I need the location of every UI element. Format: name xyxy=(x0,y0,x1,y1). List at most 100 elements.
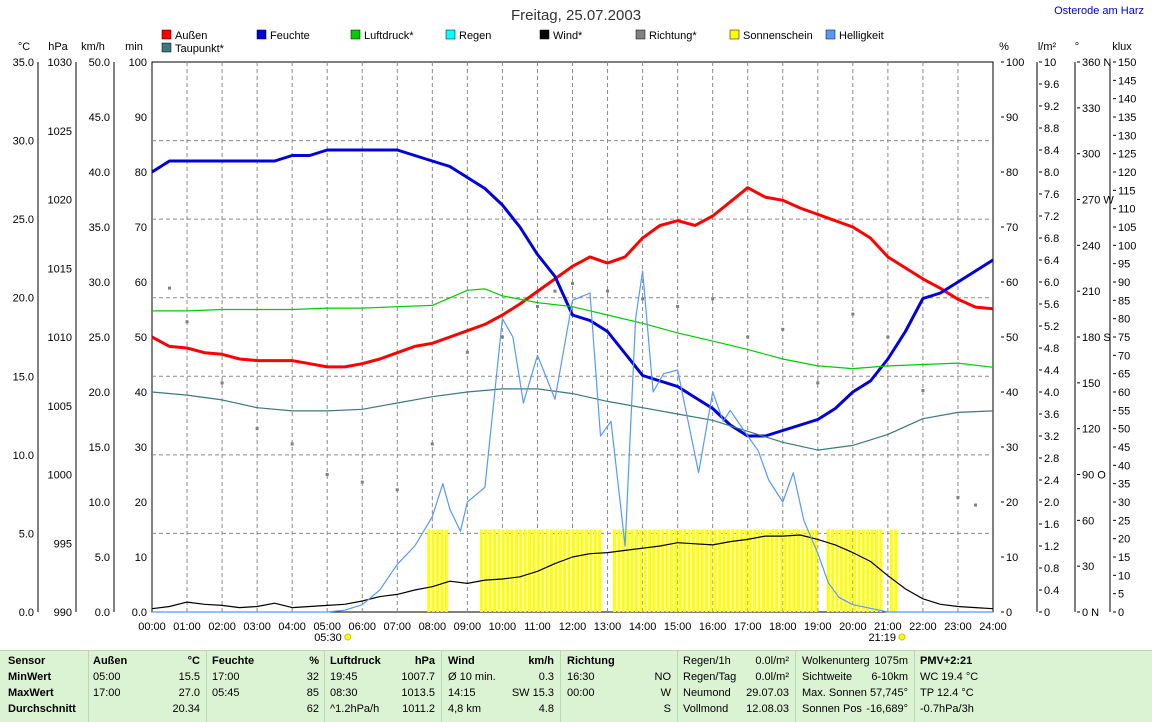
regen-tag-label: Regen/Tag xyxy=(683,671,737,683)
time-tick: 17:00 xyxy=(734,621,762,633)
sun-axis-tick: 100 xyxy=(129,57,147,69)
lux-axis-tick: 120 xyxy=(1118,167,1136,179)
richtung-point xyxy=(956,495,960,499)
sun-axis-tick: 0.0 xyxy=(132,607,147,619)
divider xyxy=(441,651,442,722)
time-tick: 23:00 xyxy=(944,621,972,633)
wind-axis-tick: 45.0 xyxy=(89,112,110,124)
lux-axis-tick: 50 xyxy=(1118,424,1130,436)
time-tick: 14:00 xyxy=(629,621,657,633)
axis-unit-hum: % xyxy=(999,41,1009,53)
legend-label: Luftdruck* xyxy=(364,30,414,42)
wind-axis-tick: 25.0 xyxy=(89,332,110,344)
sunshine-bar xyxy=(753,529,757,612)
sensor-header: Sensor xyxy=(8,655,46,667)
rain-axis-tick: 5.2 xyxy=(1044,321,1059,333)
sunshine-bar xyxy=(493,529,497,612)
time-tick: 18:00 xyxy=(769,621,797,633)
maxwert-label: MaxWert xyxy=(8,687,54,699)
wind-column: Wind km/h Ø 10 min. 0.3 14:15 SW 15.3 4,8 k… xyxy=(448,653,554,717)
rain-axis-tick: 5.6 xyxy=(1044,299,1059,311)
sunshine-bar xyxy=(740,529,744,612)
series-line-taupunkt xyxy=(151,388,994,451)
aussen-max-time: 17:00 xyxy=(93,687,121,699)
dir-axis-tick: 120 xyxy=(1082,424,1100,436)
axis-unit-press: hPa xyxy=(48,41,68,53)
sunshine-bar xyxy=(554,529,558,612)
rain-axis-tick: 8.0 xyxy=(1044,167,1059,179)
time-tick: 08:00 xyxy=(419,621,447,633)
tp-label: TP 12.4 °C xyxy=(920,687,974,699)
lux-axis-tick: 80 xyxy=(1118,314,1130,326)
rain-axis-tick: 4.8 xyxy=(1044,343,1059,355)
sunshine-bar xyxy=(563,529,567,612)
axis-unit-dir: ° xyxy=(1075,41,1079,53)
sunshine-bar xyxy=(427,529,431,612)
lux-axis-tick: 95 xyxy=(1118,259,1130,271)
legend-swatch xyxy=(350,29,361,40)
sunshine-bar xyxy=(735,529,739,612)
richtung-point xyxy=(571,282,574,286)
sunshine-bar xyxy=(626,529,630,612)
legend-swatch xyxy=(445,29,456,40)
richtung-point xyxy=(851,312,855,316)
dir-axis-tick: 150 xyxy=(1082,378,1100,390)
dir-axis-tick: 300 xyxy=(1082,149,1100,161)
aussen-max-value: 27.0 xyxy=(178,687,200,699)
weather-chart: Freitag, 25.07.2003 °C hPa km/h min% l/m² ° klu… xyxy=(13,7,1137,644)
time-tick: 13:00 xyxy=(594,621,622,633)
lux-axis-tick: 125 xyxy=(1118,149,1136,161)
richtung-max-value: W xyxy=(660,687,671,699)
sunshine-bar xyxy=(700,529,704,612)
sunshine-bar xyxy=(844,529,848,612)
aussen-avg-value: 20.34 xyxy=(172,703,200,715)
legend-label: Helligkeit xyxy=(839,30,884,42)
rain-axis-tick: 4.4 xyxy=(1044,365,1059,377)
sunshine-bar xyxy=(810,529,814,612)
rain-axis-tick: 7.2 xyxy=(1044,211,1059,223)
feuchte-max-value: 85 xyxy=(306,687,319,699)
aussen-unit: °C xyxy=(187,655,200,667)
durchschnitt-label: Durchschnitt xyxy=(8,703,76,715)
sunshine-bar xyxy=(613,529,617,612)
location-link[interactable]: Osterode am Harz xyxy=(1054,5,1144,17)
sensor-column: Sensor MinWert MaxWert Durchschnitt xyxy=(8,653,88,717)
temp-axis-tick: 20.0 xyxy=(13,293,34,305)
lux-axis-tick: 30 xyxy=(1118,497,1130,509)
wind-axis-tick: 15.0 xyxy=(89,442,110,454)
sunset-marker xyxy=(898,633,906,641)
rain-axis-tick: 10 xyxy=(1044,57,1056,69)
max-sonnen-label: Max. Sonnen xyxy=(802,687,867,699)
sunshine-bar xyxy=(528,529,532,612)
feuchte-unit: % xyxy=(309,655,319,667)
time-tick: 10:00 xyxy=(489,621,517,633)
richtung-point xyxy=(711,297,715,301)
legend-swatch xyxy=(256,29,267,40)
time-tick: 11:00 xyxy=(524,621,551,633)
luftdruck-min-value: 1007.7 xyxy=(401,671,435,683)
hum-axis-tick: 100 xyxy=(1006,57,1024,69)
richtung-column: Richtung 16:30 NO 00:00 W S xyxy=(567,653,671,715)
sun-axis-tick: 60 xyxy=(135,277,147,289)
sunshine-bar xyxy=(757,529,761,612)
sunshine-bar xyxy=(532,529,536,612)
sunshine-bar xyxy=(436,529,440,612)
sun-axis-tick: 10 xyxy=(135,552,147,564)
wind-distance: 4,8 km xyxy=(448,703,482,715)
sunshine-bar xyxy=(634,529,638,612)
wolkenunterg-label: Wolkenunterg xyxy=(802,655,870,667)
temp-axis-tick: 0.0 xyxy=(19,607,34,619)
sunshine-bar xyxy=(889,529,893,612)
hum-axis-tick: 50 xyxy=(1006,332,1018,344)
sunshine-bar xyxy=(514,529,518,612)
temp-axis-tick: 25.0 xyxy=(13,214,34,226)
rain-axis-tick: 1.6 xyxy=(1044,519,1059,531)
legend-swatch xyxy=(635,29,646,40)
sunshine-bar xyxy=(549,529,553,612)
lux-axis-tick: 85 xyxy=(1118,295,1130,307)
sunshine-bar xyxy=(484,529,488,612)
press-axis-tick: 995 xyxy=(54,538,72,550)
sunshine-bar xyxy=(835,529,839,612)
wind-min-label: Ø 10 min. xyxy=(448,671,496,683)
sunshine-bar xyxy=(674,529,678,612)
